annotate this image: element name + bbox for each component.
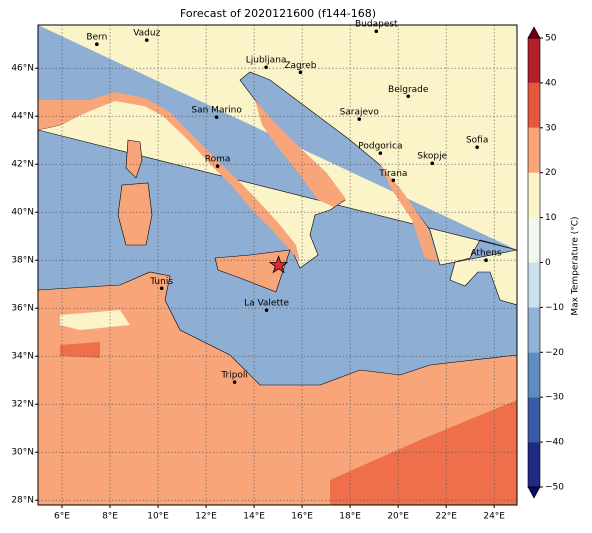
city-dot: [232, 380, 237, 384]
graticule: 6°E 8°E 10°E 12°E 14°E 16°E 18°E 20°E 22°E 24°E 28…: [11, 25, 517, 522]
city-label: Bern: [86, 33, 107, 43]
city-dot: [406, 94, 411, 99]
city-label: Roma: [205, 155, 231, 165]
city-dot: [215, 164, 220, 168]
y-tick-label: 32°N: [11, 400, 34, 410]
map-frame: [37, 24, 518, 506]
city-label: Sarajevo: [340, 108, 380, 118]
y-tick-label: 44°N: [11, 112, 34, 122]
y-tick-label: 36°N: [11, 304, 34, 314]
city-dot: [298, 70, 303, 75]
x-tick-label: 18°E: [339, 512, 361, 522]
colorbar-segment: [528, 397, 540, 443]
y-tick-label: 34°N: [11, 352, 34, 362]
city-dot: [475, 145, 479, 149]
map-layer: [38, 25, 517, 505]
city-label: Sofia: [466, 136, 488, 146]
city-dot: [264, 308, 269, 312]
city-dot: [391, 178, 396, 183]
city-label: Tunis: [149, 277, 173, 287]
colorbar-tick-label: 0: [545, 258, 551, 268]
city-label: Skopje: [417, 152, 447, 162]
colorbar-tick-label: 10: [545, 213, 557, 223]
city-dot: [484, 258, 488, 263]
city-dot: [264, 65, 268, 70]
colorbar-segment: [528, 307, 540, 353]
city-label: Podgorica: [358, 142, 402, 152]
colorbar: −50 −40 −30 −20 −10 0 10 20 30 40 50: [527, 26, 564, 499]
y-tick-label: 30°N: [11, 448, 34, 458]
city-label: Ljubljana: [246, 56, 287, 66]
colorbar-tick-label: 50: [545, 34, 557, 44]
colorbar-tick-label: 40: [545, 78, 557, 88]
chart-title: Forecast of 2020121600 (f144-168): [180, 7, 376, 20]
corsica: [125, 139, 143, 179]
colorbar-tick-label: −30: [545, 393, 564, 403]
x-tick-label: 16°E: [291, 512, 313, 522]
colorbar-segment: [528, 82, 540, 128]
sicily: [214, 249, 291, 293]
city-label: Tripoli: [220, 371, 248, 381]
city-label: Belgrade: [388, 85, 429, 95]
x-tick-label: 20°E: [387, 512, 409, 522]
sardinia: [117, 182, 153, 246]
city-label: Vaduz: [133, 29, 160, 39]
city-label: Athens: [470, 249, 501, 259]
colorbar-tick-label: −40: [545, 438, 564, 448]
colorbar-segment: [528, 352, 540, 398]
city-dot: [430, 161, 435, 166]
colorbar-label: Max Temperature (°C): [571, 216, 581, 315]
africa-hot: [60, 342, 517, 505]
warm-coast: [38, 92, 300, 262]
colorbar-segment: [528, 442, 540, 487]
colorbar-tick-label: 30: [545, 123, 557, 133]
city-dot: [357, 117, 362, 121]
africa-cool: [60, 310, 130, 330]
x-tick-label: 6°E: [54, 512, 70, 522]
colorbar-tick-label: 20: [545, 168, 557, 178]
city-label: Zagreb: [284, 61, 316, 71]
city-dot: [159, 286, 164, 291]
colorbar-tick-label: −10: [545, 303, 564, 313]
event-marker: [268, 254, 289, 274]
city-dot: [144, 38, 149, 42]
city-label: Tirana: [378, 169, 407, 179]
colorbar-segment: [528, 38, 540, 83]
x-tick-label: 22°E: [435, 512, 457, 522]
city-dot: [374, 29, 379, 34]
city-label: La Valette: [244, 299, 289, 309]
y-tick-label: 40°N: [11, 208, 34, 218]
city-label: Budapest: [355, 20, 398, 30]
colorbar-segment: [528, 217, 540, 263]
colorbar-extend-low: [527, 486, 541, 499]
x-tick-label: 12°E: [195, 512, 217, 522]
x-tick-label: 8°E: [102, 512, 118, 522]
colorbar-extend-high: [527, 26, 541, 39]
city-label: San Marino: [191, 106, 242, 116]
city-dot: [95, 42, 99, 46]
x-tick-label: 10°E: [147, 512, 169, 522]
colorbar-segment: [528, 127, 540, 173]
city-dot: [378, 151, 383, 155]
colorbar-tick-label: −50: [545, 483, 564, 493]
city-dot: [214, 115, 219, 119]
y-tick-label: 46°N: [11, 64, 34, 74]
colorbar-segment: [528, 172, 540, 218]
y-tick-label: 28°N: [11, 496, 34, 506]
x-tick-label: 14°E: [243, 512, 265, 522]
colorbar-segment: [528, 262, 540, 308]
colorbar-tick-label: −20: [545, 348, 564, 358]
x-tick-label: 24°E: [483, 512, 505, 522]
africa-land: [38, 271, 517, 505]
y-tick-label: 42°N: [11, 160, 34, 170]
y-tick-label: 38°N: [11, 256, 34, 266]
